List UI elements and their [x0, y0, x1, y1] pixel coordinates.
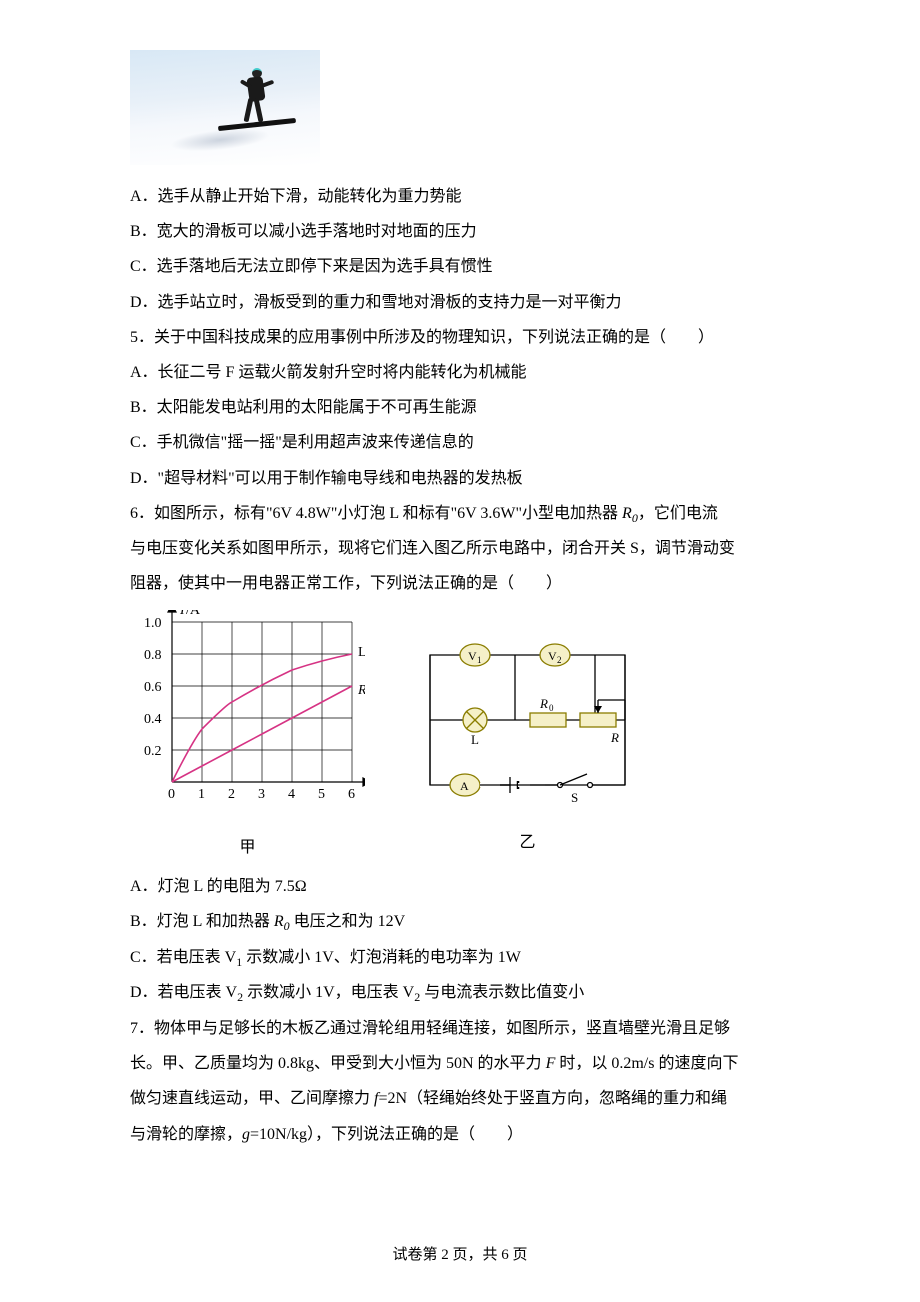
q6-option-b: B．灯泡 L 和加热器 R0 电压之和为 12V	[130, 904, 790, 940]
svg-text:2: 2	[228, 787, 235, 802]
q5-option-a: A．长征二号 F 运载火箭发射升空时将内能转化为机械能	[130, 355, 790, 390]
svg-text:R: R	[539, 696, 548, 711]
svg-text:0.6: 0.6	[144, 680, 162, 695]
svg-text:R: R	[610, 730, 619, 745]
q7-l2-post: 时，以 0.2m/s 的速度向下	[555, 1055, 738, 1072]
svg-text:L: L	[358, 645, 365, 660]
skier-photo	[130, 50, 320, 165]
q6-b-post: 电压之和为 12V	[290, 913, 406, 930]
q4-option-b: B．宽大的滑板可以减小选手落地时对地面的压力	[130, 214, 790, 249]
q4-option-d: D．选手站立时，滑板受到的重力和雪地对滑板的支持力是一对平衡力	[130, 285, 790, 320]
svg-text:1: 1	[477, 655, 482, 665]
q5-option-c: C．手机微信"摇一摇"是利用超声波来传递信息的	[130, 425, 790, 460]
svg-text:0.2: 0.2	[144, 744, 162, 759]
q6-c-2: 示数减小 1V、灯泡消耗的电功率为 1W	[242, 949, 521, 966]
q5-option-b: B．太阳能发电站利用的太阳能属于不可再生能源	[130, 390, 790, 425]
circuit-diagram: V1 V2 L R0	[415, 640, 640, 810]
q4-option-a: A．选手从静止开始下滑，动能转化为重力势能	[130, 179, 790, 214]
chart-caption: 甲	[130, 830, 365, 865]
q7-line3: 做匀速直线运动，甲、乙间摩擦力 f=2N（轻绳始终处于竖直方向，忽略绳的重力和绳	[130, 1081, 790, 1116]
svg-text:2: 2	[557, 655, 562, 665]
svg-text:V: V	[468, 649, 477, 663]
force-f-symbol: F	[546, 1055, 556, 1072]
svg-text:5: 5	[318, 787, 325, 802]
q6-b-pre: B．灯泡 L 和加热器	[130, 913, 274, 930]
q6-d-2: 示数减小 1V，电压表 V	[243, 984, 414, 1001]
q7-l4-post: =10N/kg），下列说法正确的是（ ）	[250, 1126, 523, 1143]
q6-d-1: D．若电压表 V	[130, 984, 237, 1001]
q6-option-d: D．若电压表 V2 示数减小 1V，电压表 V2 与电流表示数比值变小	[130, 975, 790, 1011]
chart-wrapper: L R 0 I/A U/V 1.0 0.8 0.6 0.4 0.2 0 1 2 …	[130, 610, 365, 865]
page-footer: 试卷第 2 页，共 6 页	[0, 1239, 920, 1272]
q7-l4-pre: 与滑轮的摩擦，	[130, 1126, 242, 1143]
q6-d-3: 与电流表示数比值变小	[420, 984, 584, 1001]
svg-text:4: 4	[288, 787, 295, 802]
q6-figures: L R 0 I/A U/V 1.0 0.8 0.6 0.4 0.2 0 1 2 …	[130, 610, 790, 865]
q6-stem-text-1b: ，它们电流	[638, 505, 718, 522]
svg-text:1: 1	[198, 787, 205, 802]
svg-text:R: R	[357, 683, 365, 698]
svg-text:I: I	[179, 610, 186, 618]
q7-l3-post: =2N（轻绳始终处于竖直方向，忽略绳的重力和绳	[378, 1090, 727, 1107]
svg-text:6: 6	[348, 787, 355, 802]
q7-line4: 与滑轮的摩擦，g=10N/kg），下列说法正确的是（ ）	[130, 1117, 790, 1152]
q6-option-a: A．灯泡 L 的电阻为 7.5Ω	[130, 869, 790, 904]
q7-line1: 7．物体甲与足够长的木板乙通过滑轮组用轻绳连接，如图所示，竖直墙壁光滑且足够	[130, 1011, 790, 1046]
svg-text:0.4: 0.4	[144, 712, 162, 727]
gravity-g-symbol: g	[242, 1126, 250, 1143]
q7-l3-pre: 做匀速直线运动，甲、乙间摩擦力	[130, 1090, 374, 1107]
svg-text:A: A	[460, 779, 469, 793]
circuit-caption: 乙	[415, 825, 640, 860]
q5-stem: 5．关于中国科技成果的应用事例中所涉及的物理知识，下列说法正确的是（ ）	[130, 320, 790, 355]
svg-text:0: 0	[168, 787, 175, 802]
svg-text:L: L	[471, 732, 479, 747]
q7-l2-pre: 长。甲、乙质量均为 0.8kg、甲受到大小恒为 50N 的水平力	[130, 1055, 546, 1072]
q7-line2: 长。甲、乙质量均为 0.8kg、甲受到大小恒为 50N 的水平力 F 时，以 0…	[130, 1046, 790, 1081]
svg-text:S: S	[571, 790, 578, 805]
q6-option-c: C．若电压表 V1 示数减小 1V、灯泡消耗的电功率为 1W	[130, 940, 790, 976]
q6-stem-text-1: 6．如图所示，标有"6V 4.8W"小灯泡 L 和标有"6V 3.6W"小型电加…	[130, 505, 622, 522]
svg-text:0: 0	[549, 703, 554, 713]
svg-text:1.0: 1.0	[144, 616, 162, 631]
r0-symbol: R0	[622, 505, 638, 522]
circuit-wrapper: V1 V2 L R0	[415, 640, 640, 860]
q6-stem-line2: 与电压变化关系如图甲所示，现将它们连入图乙所示电路中，闭合开关 S，调节滑动变	[130, 531, 790, 566]
svg-text:0.8: 0.8	[144, 648, 162, 663]
r0-symbol-b: R0	[274, 913, 290, 930]
iv-chart: L R 0 I/A U/V 1.0 0.8 0.6 0.4 0.2 0 1 2 …	[130, 610, 365, 815]
svg-text:/A: /A	[186, 610, 201, 618]
q6-stem-line3: 阻器，使其中一用电器正常工作，下列说法正确的是（ ）	[130, 566, 790, 601]
q4-option-c: C．选手落地后无法立即停下来是因为选手具有惯性	[130, 249, 790, 284]
svg-text:V: V	[548, 649, 557, 663]
q6-c-1: C．若电压表 V	[130, 949, 236, 966]
svg-text:3: 3	[258, 787, 265, 802]
q5-option-d: D．"超导材料"可以用于制作输电导线和电热器的发热板	[130, 461, 790, 496]
q6-stem-line1: 6．如图所示，标有"6V 4.8W"小灯泡 L 和标有"6V 3.6W"小型电加…	[130, 496, 790, 532]
